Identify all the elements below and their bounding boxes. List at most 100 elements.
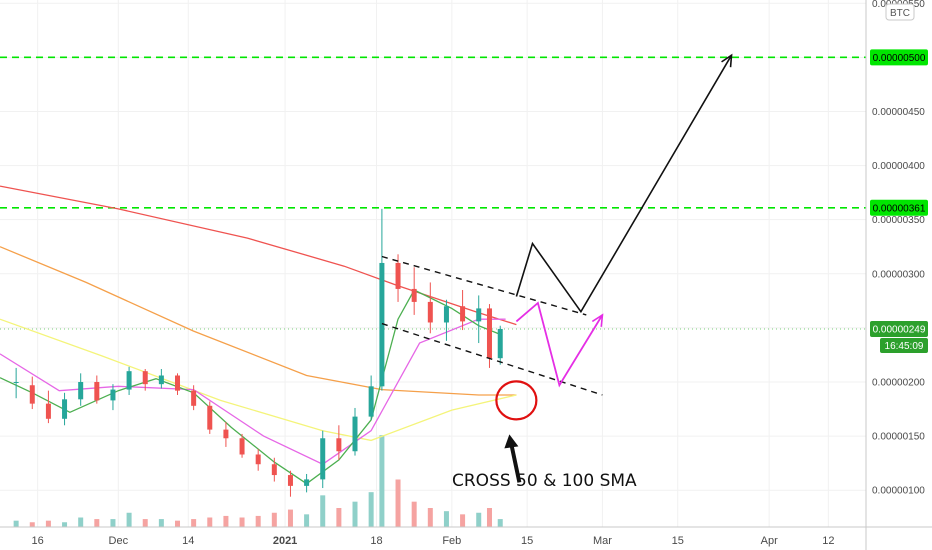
channel-lower-line bbox=[381, 322, 603, 396]
candle-body bbox=[45, 403, 51, 419]
candle-body bbox=[255, 454, 261, 465]
candle-body bbox=[29, 385, 35, 404]
candle-body bbox=[352, 416, 358, 452]
volume-bar bbox=[126, 512, 132, 527]
x-tick-label: 12 bbox=[822, 535, 834, 547]
moving-average-line bbox=[0, 185, 517, 326]
x-tick-label: Apr bbox=[761, 535, 778, 547]
candle-body bbox=[304, 479, 310, 486]
level-tag bbox=[870, 199, 928, 216]
volume-bar bbox=[320, 495, 326, 527]
candle-body bbox=[395, 262, 401, 289]
annotation-arrow-shaft bbox=[509, 443, 522, 483]
moving-average-line bbox=[0, 318, 517, 442]
candle-body bbox=[368, 386, 374, 417]
x-tick-label: 15 bbox=[521, 535, 533, 547]
x-tick-label: 18 bbox=[370, 535, 382, 547]
volume-bar bbox=[223, 515, 229, 527]
volume-bar bbox=[62, 522, 68, 527]
price-axis[interactable]: 0.000001000.000001500.000002000.00000250… bbox=[865, 0, 928, 550]
volume-bar bbox=[29, 522, 35, 527]
volume-bar bbox=[411, 501, 417, 527]
current-price-label: 0.00000249 bbox=[873, 324, 926, 335]
y-tick-label: 0.00000350 bbox=[872, 215, 925, 226]
candle-body bbox=[336, 438, 342, 452]
candle-body bbox=[239, 438, 245, 455]
volume-bar bbox=[175, 520, 181, 527]
candle-body bbox=[443, 306, 449, 323]
x-tick-label: Mar bbox=[593, 535, 612, 547]
candle-body bbox=[191, 390, 197, 406]
y-tick-label: 0.00000150 bbox=[872, 432, 925, 443]
candle-body bbox=[486, 308, 492, 359]
volume-bar bbox=[379, 435, 385, 527]
projection-up-arrowhead bbox=[721, 53, 733, 68]
volume-bar bbox=[158, 519, 164, 527]
volume-bar bbox=[271, 512, 277, 527]
candle-body bbox=[94, 381, 100, 401]
volume-bar bbox=[13, 520, 19, 527]
level-tag-label: 0.00000361 bbox=[873, 203, 926, 214]
volume-bar bbox=[78, 517, 84, 527]
volume-bars bbox=[13, 435, 503, 527]
candle-body bbox=[110, 389, 116, 401]
candle-body bbox=[142, 371, 148, 385]
channel-upper-line bbox=[381, 255, 587, 316]
projection-alt-arrowhead bbox=[591, 313, 604, 327]
cross-circle bbox=[495, 380, 538, 421]
candle-body bbox=[320, 438, 326, 480]
candle-body bbox=[379, 262, 385, 387]
candle-body bbox=[476, 308, 482, 322]
candle-body bbox=[460, 306, 466, 322]
volume-bar bbox=[191, 519, 197, 527]
volume-bar bbox=[45, 520, 51, 527]
y-tick-label: 0.00000100 bbox=[872, 486, 925, 497]
y-tick-label: 0.00000400 bbox=[872, 161, 925, 172]
volume-bar bbox=[486, 508, 492, 527]
x-tick-label: 15 bbox=[672, 535, 684, 547]
candle-body bbox=[13, 381, 19, 383]
x-tick-label: Dec bbox=[109, 535, 129, 547]
candle-body bbox=[411, 288, 417, 302]
candle-body bbox=[126, 371, 132, 390]
volume-bar bbox=[368, 492, 374, 527]
volume-bar bbox=[427, 508, 433, 527]
candle-body bbox=[62, 399, 68, 419]
x-tick-label: 2021 bbox=[273, 535, 297, 547]
time-axis[interactable]: 16 Dec 14 2021 18 Feb 15 Mar 15 Apr 12 bbox=[0, 526, 932, 547]
candle-body bbox=[287, 475, 293, 486]
currency-label: BTC bbox=[890, 8, 910, 19]
horizontal-levels bbox=[0, 56, 866, 330]
volume-bar bbox=[460, 514, 466, 527]
y-tick-label: 0.00000300 bbox=[872, 269, 925, 280]
volume-bar bbox=[207, 517, 213, 527]
moving-average-line bbox=[0, 289, 501, 485]
candle-body bbox=[175, 375, 181, 391]
y-tick-label: 0.00000450 bbox=[872, 107, 925, 118]
candle-body bbox=[78, 381, 84, 400]
currency-badge: BTC bbox=[885, 3, 915, 21]
annotation-arrow-head bbox=[504, 434, 519, 449]
candle-body bbox=[271, 464, 277, 476]
candle-body bbox=[427, 301, 433, 323]
level-tag bbox=[870, 49, 928, 66]
volume-bar bbox=[255, 515, 261, 527]
countdown-tag bbox=[880, 337, 928, 353]
x-tick-label: 16 bbox=[32, 535, 44, 547]
moving-average-line bbox=[0, 318, 506, 465]
volume-bar bbox=[142, 519, 148, 527]
candle-body bbox=[497, 328, 503, 359]
current-price-tag bbox=[870, 320, 928, 337]
projection-alt-path bbox=[515, 301, 604, 388]
projection-up-path bbox=[515, 54, 733, 314]
x-tick-label: 14 bbox=[182, 535, 194, 547]
volume-bar bbox=[395, 479, 401, 527]
volume-bar bbox=[304, 514, 310, 527]
level-tag-label: 0.00000500 bbox=[873, 53, 926, 64]
y-tick-label: 0.00000200 bbox=[872, 377, 925, 388]
volume-bar bbox=[239, 517, 245, 527]
volume-bar bbox=[443, 511, 449, 527]
candles bbox=[13, 208, 503, 497]
volume-bar bbox=[497, 519, 503, 527]
